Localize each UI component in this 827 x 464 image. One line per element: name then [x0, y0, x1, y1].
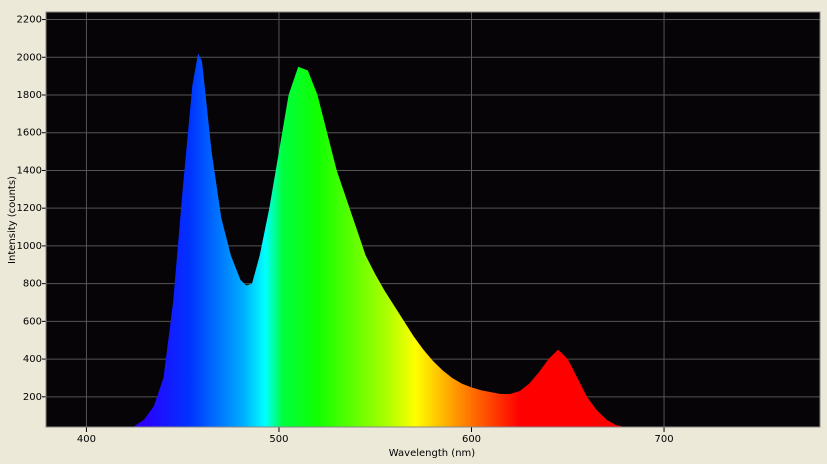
y-tick-label: 1200	[17, 203, 42, 214]
y-tick-label: 1400	[17, 165, 42, 176]
spectrum-area	[134, 53, 626, 427]
x-tick-label: 600	[462, 434, 481, 445]
y-tick-label: 200	[23, 392, 42, 403]
y-axis-label: Intensity (counts)	[7, 176, 18, 264]
y-tick-label: 2000	[17, 52, 42, 63]
y-tick-label: 1800	[17, 90, 42, 101]
y-tick-label: 1000	[17, 241, 42, 252]
y-tick-label: 2200	[17, 15, 42, 26]
plot-frame	[45, 11, 821, 428]
x-tick-label: 400	[77, 434, 96, 445]
y-tick-label: 1600	[17, 128, 42, 139]
x-tick-label: 700	[654, 434, 673, 445]
y-tick-label: 600	[23, 316, 42, 327]
y-tick-label: 800	[23, 279, 42, 290]
x-axis-label: Wavelength (nm)	[389, 448, 475, 459]
y-tick-label: 400	[23, 354, 42, 365]
x-tick-label: 500	[269, 434, 288, 445]
